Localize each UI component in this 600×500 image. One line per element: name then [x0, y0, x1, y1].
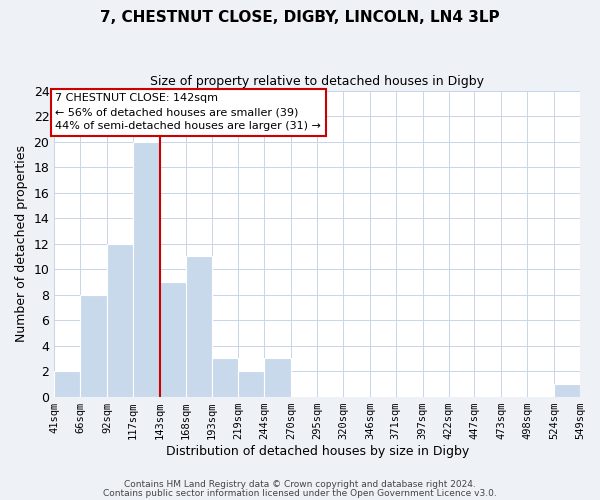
Bar [80, 294, 107, 396]
Text: Contains public sector information licensed under the Open Government Licence v3: Contains public sector information licen… [103, 488, 497, 498]
Text: Contains HM Land Registry data © Crown copyright and database right 2024.: Contains HM Land Registry data © Crown c… [124, 480, 476, 489]
Y-axis label: Number of detached properties: Number of detached properties [15, 145, 28, 342]
Bar [554, 384, 580, 396]
Bar [238, 371, 265, 396]
Title: Size of property relative to detached houses in Digby: Size of property relative to detached ho… [150, 75, 484, 88]
Bar [186, 256, 212, 396]
Bar [160, 282, 186, 397]
X-axis label: Distribution of detached houses by size in Digby: Distribution of detached houses by size … [166, 444, 469, 458]
Bar [54, 371, 80, 396]
Bar [212, 358, 238, 397]
Bar [107, 244, 133, 396]
Text: 7, CHESTNUT CLOSE, DIGBY, LINCOLN, LN4 3LP: 7, CHESTNUT CLOSE, DIGBY, LINCOLN, LN4 3… [100, 10, 500, 25]
Bar [133, 142, 160, 396]
Text: 7 CHESTNUT CLOSE: 142sqm
← 56% of detached houses are smaller (39)
44% of semi-d: 7 CHESTNUT CLOSE: 142sqm ← 56% of detach… [55, 93, 321, 131]
Bar [265, 358, 291, 397]
